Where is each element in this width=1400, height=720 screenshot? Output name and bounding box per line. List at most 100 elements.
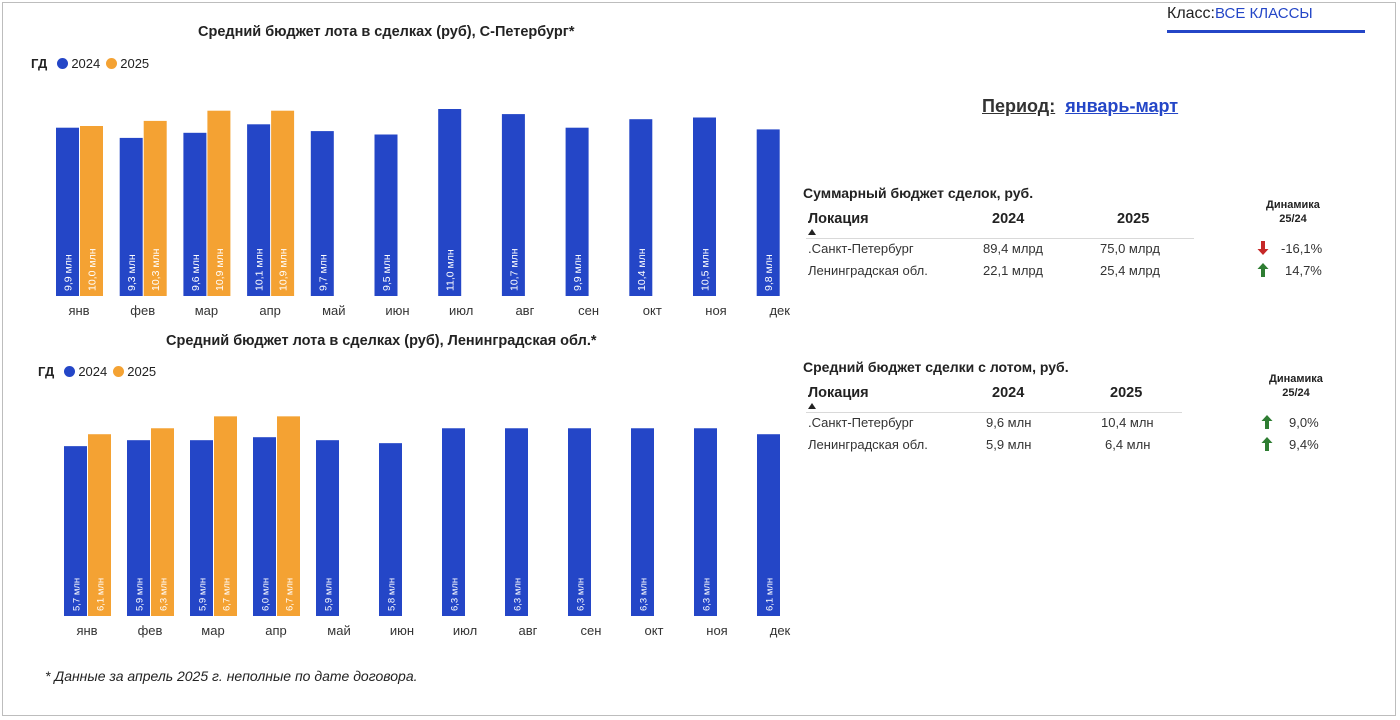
legend-item-2025[interactable]: 2025 [113,364,156,379]
table-total-dyn-header: Динамика 25/24 [1266,199,1320,225]
row-location: .Санкт-Петербург [808,415,914,430]
bar-2025-апр[interactable] [277,416,300,616]
bar-2024-сен[interactable] [565,127,589,296]
arrow-down-icon [1257,241,1269,255]
bar-2024-июл[interactable] [442,428,465,616]
bar-2024-июн[interactable] [379,443,402,616]
x-tick-label-мар: мар [201,623,224,638]
row-dynamics: -16,1% [1281,241,1323,256]
chart-lo: 5,7 млн 6,1 млн янв 5,9 млн 6,3 млн фев 5,9 мл… [64,416,791,638]
arrow-up-icon [1261,415,1273,429]
data-label-2024-сен: 6,3 млн [576,578,587,611]
row-value-2025: 6,4 млн [1105,437,1151,452]
bar-2024-мар[interactable] [183,132,207,296]
col-header-2024[interactable]: 2024 [992,385,1025,401]
col-header-2025[interactable]: 2025 [1117,211,1150,227]
bar-2025-фев[interactable] [143,120,167,297]
period-filter[interactable]: Период: январь-март [982,96,1178,117]
sort-asc-icon[interactable] [808,229,816,235]
bar-2024-апр[interactable] [253,437,276,616]
bar-2024-янв[interactable] [64,446,87,616]
header-divider [806,238,1194,239]
data-label-2024-апр: 6,0 млн [261,578,272,611]
row-value-2025: 10,4 млн [1101,415,1154,430]
data-label-2025-фев: 6,3 млн [159,578,170,611]
x-tick-label-янв: янв [76,623,97,638]
legend-item-2024[interactable]: 2024 [57,56,100,71]
sort-asc-icon[interactable] [808,403,816,409]
bar-2024-дек[interactable] [757,434,780,616]
data-label-2025-фев: 10,3 млн [150,248,162,291]
data-label-2024-июн: 5,8 млн [387,578,398,611]
bar-2024-дек[interactable] [756,129,780,296]
data-label-2024-мар: 9,6 млн [190,254,202,291]
bar-2024-май[interactable] [310,131,334,296]
data-label-2024-мар: 5,9 млн [198,578,209,611]
bar-2024-мар[interactable] [190,440,213,616]
legend-item-2024[interactable]: 2024 [64,364,107,379]
bar-2024-сен[interactable] [568,428,591,616]
table-avg-dyn-header: Динамика 25/24 [1269,373,1323,399]
col-header-location[interactable]: Локация [808,385,869,401]
bar-2024-ноя[interactable] [693,117,716,297]
x-tick-label-дек: дек [770,623,791,638]
bar-2025-мар[interactable] [214,416,237,616]
bar-2024-июл[interactable] [438,109,462,296]
bar-2024-апр[interactable] [247,124,271,296]
legend-item-2025[interactable]: 2025 [106,56,149,71]
data-label-2025-янв: 6,1 млн [96,578,107,611]
data-label-2024-дек: 6,1 млн [765,578,776,611]
bar-2025-мар[interactable] [207,110,231,296]
x-tick-label-фев: фев [138,623,163,638]
bar-2025-фев[interactable] [151,428,174,616]
bar-2024-окт[interactable] [631,428,654,616]
bar-2024-июн[interactable] [374,134,398,297]
row-value-2025: 75,0 млрд [1100,241,1160,256]
period-value[interactable]: январь-март [1065,96,1179,116]
bar-2024-ноя[interactable] [694,428,717,616]
x-tick-label-май: май [327,623,350,638]
row-location: .Санкт-Петербург [808,241,914,256]
header-divider [806,412,1182,413]
bar-2024-фев[interactable] [127,440,150,616]
x-tick-label-окт: окт [644,623,663,638]
class-filter-value[interactable]: ВСЕ КЛАССЫ [1215,5,1313,22]
bar-2025-янв[interactable] [80,126,103,296]
bar-2024-авг[interactable] [505,428,528,616]
data-label-2024-окт: 6,3 млн [639,578,650,611]
x-tick-label-ноя: ноя [705,303,726,318]
row-location: Ленинградская обл. [808,263,928,278]
row-value-2024: 5,9 млн [986,437,1032,452]
bar-2025-апр[interactable] [271,110,295,296]
x-tick-label-сен: сен [581,623,602,638]
bar-2025-янв[interactable] [88,434,111,616]
x-tick-label-сен: сен [578,303,599,318]
class-filter-label: Класс: [1167,5,1215,22]
row-value-2025: 25,4 млрд [1100,263,1160,278]
x-tick-label-июл: июл [449,303,473,318]
bar-2024-авг[interactable] [501,114,525,296]
x-tick-label-апр: апр [259,303,281,318]
legend-prefix: ГД [31,56,48,71]
x-tick-label-июн: июн [390,623,414,638]
bar-2024-фев[interactable] [119,137,143,296]
col-header-2024[interactable]: 2024 [992,211,1025,227]
legend-dot-2024 [64,366,76,377]
chart-spb: 9,9 млн 10,0 млн янв 9,3 млн 10,3 млн фев 9,6 … [56,109,790,318]
data-label-2024-апр: 10,1 млн [254,248,266,291]
data-label-2024-авг: 10,7 млн [508,248,520,291]
class-filter[interactable]: Класс:ВСЕ КЛАССЫ [1167,5,1313,23]
data-label-2024-сен: 9,9 млн [572,254,584,291]
col-header-location[interactable]: Локация [808,211,869,227]
footnote: * Данные за апрель 2025 г. неполные по д… [45,668,418,684]
data-label-2024-авг: 6,3 млн [513,578,524,611]
chart-spb-legend: ГД 2024 2025 [31,56,155,71]
x-tick-label-дек: дек [769,303,790,318]
data-label-2024-янв: 5,7 млн [72,578,83,611]
row-location: Ленинградская обл. [808,437,928,452]
bar-2024-май[interactable] [316,440,339,616]
x-tick-label-фев: фев [130,303,155,318]
bar-2024-окт[interactable] [629,119,653,296]
bar-2024-янв[interactable] [56,127,79,296]
col-header-2025[interactable]: 2025 [1110,385,1143,401]
